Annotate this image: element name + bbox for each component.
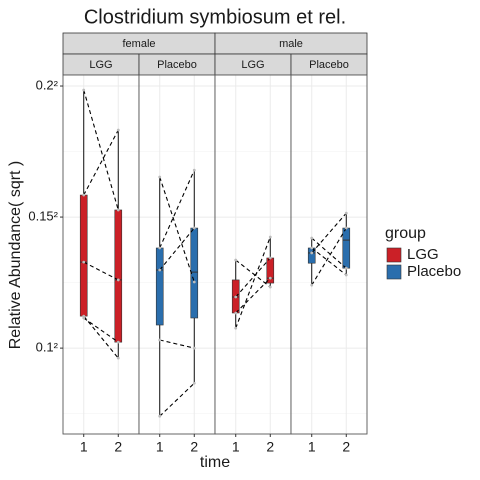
subject-line [159,227,195,271]
panel [215,75,291,434]
subject-point [116,278,120,282]
subject-point [192,280,196,284]
x-tick-label: 1 [80,439,88,455]
subject-point [116,128,120,132]
subject-point [116,208,120,212]
panel [63,75,139,434]
subject-line [159,339,195,349]
legend-title: group [385,225,426,242]
subject-point [158,338,162,342]
subject-point [344,211,348,215]
y-tick-label: 0.1² [36,340,59,355]
subject-line [159,176,195,283]
subject-line [235,277,271,314]
x-tick-label: 2 [342,439,350,455]
legend-key [386,247,402,263]
x-tick-label: 2 [266,439,274,455]
subject-point [192,168,196,172]
subject-point [310,283,314,287]
subject-line [83,129,119,196]
subject-point [158,246,162,250]
subject-point [82,193,86,197]
subject-point [116,340,120,344]
subject-point [158,414,162,418]
subject-point [268,256,272,260]
subject-point [268,285,272,289]
panel [291,75,367,434]
x-tick-label: 1 [232,439,240,455]
strip-label: Placebo [157,59,197,71]
subject-point [268,276,272,280]
subject-point [234,295,238,299]
legend-label: LGG [407,246,439,263]
subject-line [311,237,347,269]
strip-label: female [122,38,155,50]
subject-point [344,266,348,270]
y-tick-label: 0.15² [28,209,58,224]
subject-point [234,311,238,315]
subject-line [235,257,271,298]
subject-point [234,326,238,330]
subject-line [311,247,347,276]
subject-point [158,175,162,179]
subject-line [83,317,119,343]
subject-point [268,235,272,239]
subject-point [158,268,162,272]
subject-line [311,212,347,254]
subject-point [234,258,238,262]
box [155,247,164,326]
subject-point [82,260,86,264]
subject-point [192,346,196,350]
x-tick-label: 1 [156,439,164,455]
subject-point [82,316,86,320]
subject-line [159,382,195,417]
subject-point [344,226,348,230]
strip-label: LGG [241,59,264,71]
chart-title: Clostridium symbiosum et rel. [84,6,346,28]
y-tick-label: 0.2² [36,77,59,92]
box [342,227,351,269]
subject-line [83,315,119,359]
subject-point [192,381,196,385]
subject-line [235,236,271,329]
legend-label: Placebo [407,263,461,280]
strip-label: male [279,38,303,50]
panel-border [290,74,368,435]
subject-point [310,251,314,255]
box [114,209,123,343]
strip-label: Placebo [309,59,349,71]
box [79,194,88,317]
strip-label: LGG [89,59,112,71]
subject-point [344,273,348,277]
subject-line [159,169,195,249]
y-axis-label: Relative Abundance( sqrt ) [7,161,24,350]
subject-point [116,356,120,360]
subject-point [82,88,86,92]
subject-line [235,259,271,288]
x-tick-label: 1 [308,439,316,455]
panel [139,75,215,434]
subject-point [192,226,196,230]
x-axis-label: time [200,454,230,471]
x-tick-label: 2 [114,439,122,455]
x-tick-label: 2 [190,439,198,455]
subject-point [310,246,314,250]
legend-key [386,264,402,280]
subject-point [310,236,314,240]
